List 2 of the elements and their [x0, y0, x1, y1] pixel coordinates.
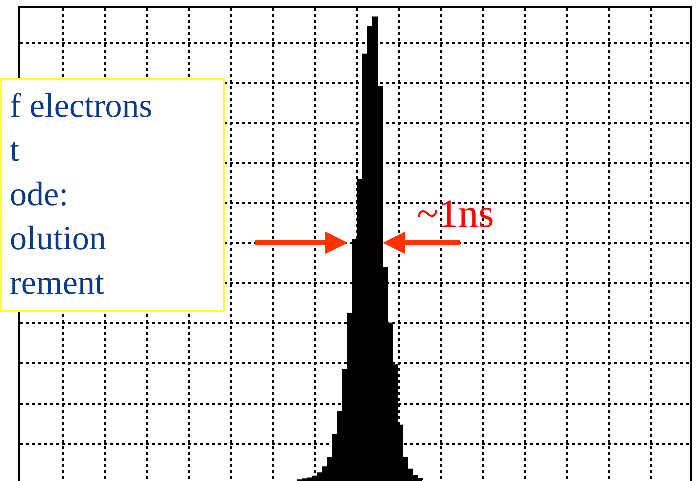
text: f electrons t ode: olution rement: [10, 88, 153, 302]
annotation: ~1ns: [417, 191, 494, 236]
